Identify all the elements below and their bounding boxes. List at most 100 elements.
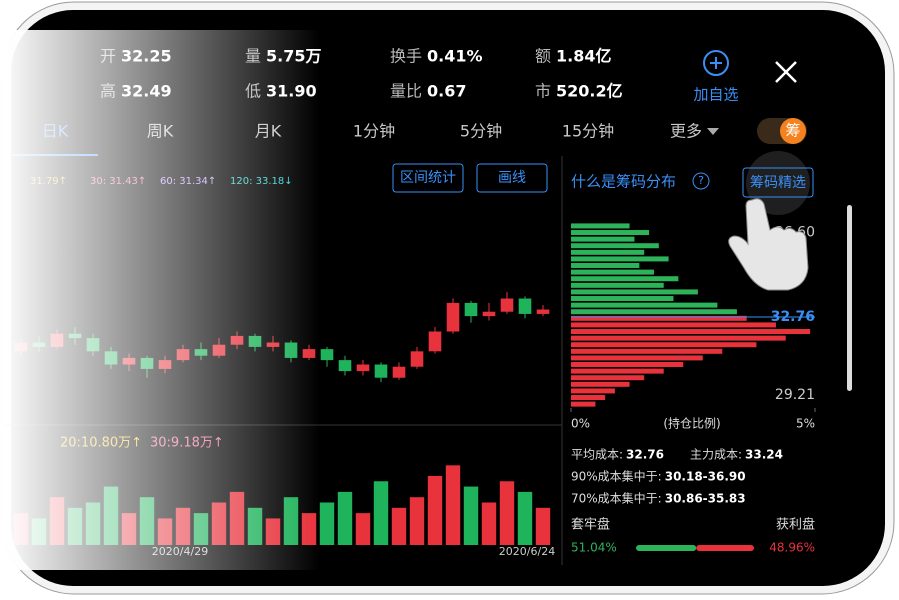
volume-legend: 20:10.80万↑ (60, 436, 142, 451)
tab[interactable]: 1分钟 (353, 122, 395, 141)
chip-bar (571, 335, 786, 341)
chip-title[interactable]: 什么是筹码分布 (571, 173, 676, 191)
chip-bar (571, 276, 679, 282)
candle-body (428, 331, 442, 352)
volume-bar (355, 513, 371, 545)
tab[interactable]: 15分钟 (562, 122, 614, 141)
chip-bar (571, 395, 606, 401)
chip-bar (571, 269, 654, 275)
volume-bar (535, 507, 551, 545)
volume-bar (409, 497, 425, 545)
volume-bar (247, 507, 263, 545)
candle-body (86, 338, 100, 352)
candle-body (104, 351, 118, 365)
range-stats[interactable]: 区间统计 (400, 170, 456, 186)
tab[interactable]: 日K (42, 122, 69, 141)
scrollbar (847, 205, 852, 391)
chip-select[interactable]: 筹码精选 (750, 174, 806, 191)
cost-label: 90%成本集中于: (571, 469, 662, 484)
candle-body (32, 342, 46, 347)
volume-bar (319, 502, 335, 545)
volume-bar (193, 513, 209, 545)
candle-body (374, 364, 388, 378)
draw-line[interactable]: 画线 (498, 170, 526, 186)
chip-bar (571, 329, 811, 335)
highlight (746, 151, 810, 215)
volume-bar (517, 491, 533, 545)
price-tick: 29.21 (775, 387, 815, 403)
chip-bar (571, 282, 664, 288)
candle-body (356, 364, 370, 372)
tab[interactable]: 月K (255, 122, 282, 141)
chip-bar (571, 375, 645, 381)
candle-body (338, 360, 352, 372)
quote-label: 量 (245, 47, 261, 66)
volume-bar (301, 513, 317, 545)
chip-bar (571, 243, 659, 249)
candle-body (14, 342, 28, 352)
quote-value: 1.84亿 (556, 47, 611, 66)
cost-label: 主力成本: (690, 448, 742, 462)
add-icon[interactable] (703, 50, 729, 76)
volume-bar (175, 507, 191, 545)
profit-pct: 48.96% (769, 541, 815, 555)
candle-body (410, 351, 424, 367)
chip-bar (571, 223, 630, 229)
cost-value: 30.86-35.83 (665, 492, 746, 506)
volume-bar (49, 497, 65, 545)
candle-body (518, 298, 532, 314)
volume-bar (229, 491, 245, 545)
quote-value: 520.2亿 (556, 82, 623, 101)
volume-bar (67, 507, 83, 545)
volume-bar (463, 486, 479, 545)
chip-bar (571, 355, 703, 361)
chip-bar (571, 342, 757, 348)
volume-bar (13, 513, 29, 545)
volume-bar (373, 481, 389, 545)
volume-bar (157, 518, 173, 545)
button-frame[interactable] (742, 167, 814, 198)
candle-body (230, 335, 244, 345)
chip-bar (571, 236, 635, 242)
chip-x-label: 5% (796, 417, 815, 431)
chip-bar (571, 362, 684, 368)
volume-bar (499, 481, 515, 545)
volume-bar (337, 491, 353, 545)
cost-value: 30.18-36.90 (665, 470, 746, 484)
quote-value: 32.49 (121, 82, 172, 101)
tab[interactable]: 更多 (670, 122, 702, 141)
chip-bar (571, 381, 630, 387)
help: ? (698, 174, 704, 187)
candle-body (482, 311, 496, 317)
chip-bar (571, 263, 640, 269)
candle-body (50, 333, 64, 347)
button-frame[interactable] (476, 163, 548, 193)
close-icon[interactable] (775, 61, 797, 83)
volume-bar (391, 507, 407, 545)
dropdown-arrow (707, 128, 719, 135)
trapped-pct: 51.04% (571, 541, 617, 555)
volume-bar (121, 513, 137, 545)
quote-label: 市 (535, 82, 551, 101)
candle-body (320, 349, 334, 361)
candle-body (140, 357, 154, 369)
quote-value: 0.41% (427, 47, 483, 66)
candle-body (500, 298, 514, 312)
plus (710, 57, 722, 69)
candle-body (248, 335, 262, 347)
ma-legend: 31.79↑ (30, 176, 67, 187)
button-frame[interactable] (392, 163, 464, 193)
volume-bar (445, 465, 461, 545)
tab[interactable]: 5分钟 (460, 122, 502, 141)
ma-legend: 120: 33.18↓ (230, 176, 293, 187)
candle-body (302, 349, 316, 358)
add-watch[interactable]: 加自选 (693, 86, 738, 104)
candle-body (392, 366, 406, 378)
candle-body (68, 333, 82, 339)
chip-badge-bg (780, 118, 806, 144)
candle-body (446, 302, 460, 332)
tab[interactable]: 周K (147, 122, 174, 141)
quote-value: 0.67 (427, 82, 466, 101)
help-icon[interactable] (692, 172, 710, 190)
